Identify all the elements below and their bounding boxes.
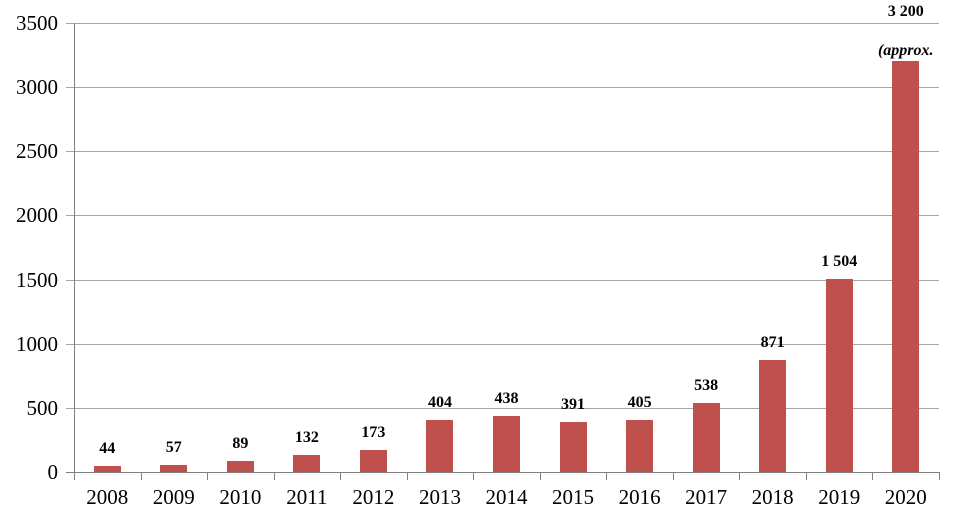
bar-note-label-2020: (approx. [877, 42, 934, 60]
x-axis-line [66, 472, 939, 473]
gridline-3500 [66, 23, 939, 24]
x-axis-tick [739, 472, 740, 480]
bar-2018 [759, 360, 787, 472]
x-tick-label-2010: 2010 [219, 485, 262, 509]
x-axis-tick [407, 472, 408, 480]
bar-2019 [825, 279, 853, 472]
bar-2013 [426, 420, 454, 472]
bar-2017 [692, 402, 720, 472]
x-axis-tick [473, 472, 474, 480]
x-axis-tick [872, 472, 873, 480]
x-axis-tick [939, 472, 940, 480]
x-axis-tick [806, 472, 807, 480]
bar-value-label-2019: 1 504 [821, 253, 858, 271]
x-tick-label-2012: 2012 [352, 485, 395, 509]
gridline-2000 [66, 215, 939, 217]
y-tick-label-2500: 2500 [16, 139, 58, 164]
y-axis-line [74, 23, 75, 472]
x-tick-label-2016: 2016 [618, 485, 661, 509]
x-tick-label-2015: 2015 [552, 485, 595, 509]
x-tick-label-2020: 2020 [884, 485, 927, 509]
bar-2012 [359, 449, 387, 472]
gridline-3000 [66, 87, 939, 89]
bar-value-label-2012: 173 [361, 423, 386, 441]
bar-value-label-2015: 391 [561, 395, 586, 413]
x-tick-label-2009: 2009 [152, 485, 195, 509]
y-tick-label-3500: 3500 [16, 11, 58, 35]
x-axis-tick [207, 472, 208, 480]
bar-2014 [493, 415, 520, 472]
x-axis-tick [340, 472, 341, 480]
bar-2015 [559, 421, 587, 472]
x-axis-tick [673, 472, 674, 480]
gridline-1500 [66, 279, 939, 281]
x-tick-label-2008: 2008 [86, 485, 129, 509]
bar-2008 [93, 466, 121, 472]
gridline-2500 [66, 151, 939, 153]
x-axis-tick [606, 472, 607, 480]
x-tick-label-2013: 2013 [418, 485, 461, 509]
bar-value-label-2013: 404 [427, 394, 452, 412]
bar-value-label-2016: 405 [627, 394, 652, 412]
bar-value-label-2018: 871 [760, 334, 785, 352]
bar-2020 [892, 61, 920, 472]
bar-value-label-2009: 57 [165, 438, 182, 456]
x-axis-tick [540, 472, 541, 480]
bar-value-label-2020: 3 200 [887, 3, 924, 21]
x-tick-label-2018: 2018 [751, 485, 794, 509]
x-axis-tick [141, 472, 142, 480]
x-tick-label-2019: 2019 [818, 485, 861, 509]
y-tick-label-1500: 1500 [16, 267, 58, 292]
gridline-500 [66, 407, 939, 409]
bar-value-label-2011: 132 [294, 429, 319, 447]
y-tick-label-0: 0 [47, 460, 59, 484]
x-axis-tick [74, 472, 75, 480]
y-tick-label-2000: 2000 [16, 203, 58, 228]
y-tick-label-1000: 1000 [16, 331, 58, 356]
x-tick-label-2017: 2017 [685, 485, 728, 509]
y-tick-label-3000: 3000 [16, 75, 58, 100]
bar-value-label-2017: 538 [694, 376, 719, 394]
bar-2011 [293, 455, 321, 472]
bar-2016 [626, 420, 654, 472]
x-tick-label-2011: 2011 [286, 485, 328, 509]
gridline-1000 [66, 343, 939, 345]
bar-value-label-2010: 89 [232, 434, 249, 452]
x-tick-label-2014: 2014 [485, 485, 528, 509]
bar-value-label-2008: 44 [99, 440, 116, 458]
bar-2010 [226, 460, 254, 472]
x-axis-tick [274, 472, 275, 480]
bar-2009 [160, 464, 188, 472]
bar-value-label-2014: 438 [494, 389, 519, 407]
y-tick-label-500: 500 [26, 395, 59, 420]
